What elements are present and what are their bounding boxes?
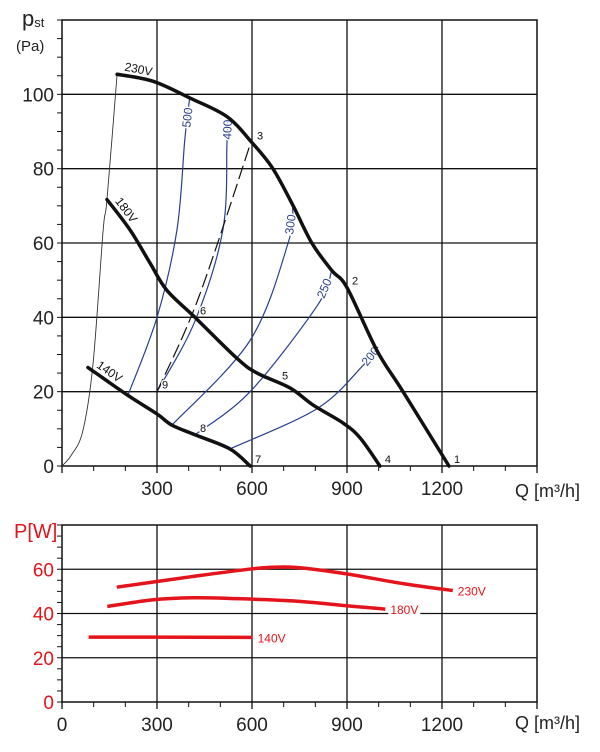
operating-point-7: 7 xyxy=(255,454,261,466)
operating-point-2: 2 xyxy=(352,276,358,288)
operating-point-4: 4 xyxy=(385,454,391,466)
power-curve-label: 180V xyxy=(390,603,418,617)
operating-point-9: 9 xyxy=(162,380,168,392)
iso-curve-500 xyxy=(127,96,191,396)
x-tick-label: 300 xyxy=(141,715,173,736)
x-tick-label: 300 xyxy=(141,479,173,500)
dashed-line xyxy=(156,138,253,392)
y-tick-label: 40 xyxy=(33,308,54,329)
bottom-x-axis-label: Q [m³/h] xyxy=(515,713,580,733)
y-tick-label: 80 xyxy=(33,160,54,181)
iso-curve-300 xyxy=(171,205,294,426)
x-tick-label: 600 xyxy=(236,479,268,500)
iso-curve-label: 500 xyxy=(179,106,195,128)
x-tick-label: 600 xyxy=(236,715,268,736)
top-x-axis-label: Q [m³/h] xyxy=(515,481,580,501)
curve-140V xyxy=(86,365,252,468)
pressure-axis-label: pst xyxy=(22,6,45,31)
power-curve-label: 140V xyxy=(258,631,286,645)
y-tick-label: 0 xyxy=(43,457,54,478)
iso-curve-250 xyxy=(194,270,333,436)
power-curve-230V xyxy=(116,565,454,593)
limit-curve xyxy=(61,74,118,467)
curve-label: 230V xyxy=(123,60,153,79)
iso-curve-label: 250 xyxy=(314,276,335,300)
iso-curve-label: 300 xyxy=(282,213,298,235)
power-curve-label: 230V xyxy=(458,584,486,598)
curve-230V xyxy=(115,72,451,468)
x-tick-label: 0 xyxy=(57,715,68,736)
power-label-bg xyxy=(255,629,288,645)
y-tick-label: 20 xyxy=(33,649,54,670)
operating-point-1: 1 xyxy=(454,454,460,466)
y-tick-label: 60 xyxy=(33,560,54,581)
power-curve-180V xyxy=(107,595,386,611)
x-tick-label: 1200 xyxy=(421,715,463,736)
y-tick-label: 0 xyxy=(43,693,54,714)
y-tick-label: 60 xyxy=(33,234,54,255)
operating-point-6: 6 xyxy=(200,305,206,317)
power-label-bg xyxy=(455,582,488,598)
pressure-chart: 300 600 900 1200020406080100500400300250200… xyxy=(22,19,538,500)
power-axis-label: P[W] xyxy=(14,521,57,543)
x-tick-label: 900 xyxy=(331,479,363,500)
y-tick-label: 20 xyxy=(33,383,54,404)
operating-point-8: 8 xyxy=(200,423,206,435)
iso-curve-400 xyxy=(156,116,229,392)
y-tick-label: 40 xyxy=(33,605,54,626)
power-chart: 0 300 600 900 1200 0 20 40 60 230V 180V 140V xyxy=(33,524,538,736)
iso-curve-label: 400 xyxy=(220,119,235,140)
operating-point-3: 3 xyxy=(257,131,263,143)
iso-curve-200 xyxy=(229,346,379,450)
y-tick-label: 100 xyxy=(22,85,54,106)
x-tick-label: 1200 xyxy=(421,479,463,500)
operating-point-5: 5 xyxy=(282,371,288,383)
curve-180V xyxy=(105,197,382,468)
power-label-bg xyxy=(388,601,421,617)
x-tick-label: 900 xyxy=(331,715,363,736)
pressure-axis-unit: (Pa) xyxy=(16,38,44,55)
